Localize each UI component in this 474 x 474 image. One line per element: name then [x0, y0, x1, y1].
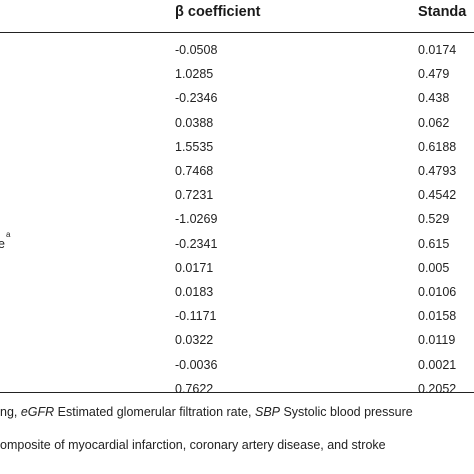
beta-coefficient-cell: 0.0183 — [175, 285, 214, 299]
table-row: 0.7231 0.4542 — [0, 183, 474, 207]
table-row: -0.2346 0.438 — [0, 86, 474, 110]
header-beta-coefficient: β coefficient — [175, 4, 261, 20]
beta-coefficient-cell: 0.7622 — [175, 381, 214, 396]
beta-coefficient-cell: -0.0036 — [175, 357, 218, 372]
standard-error-cell: 0.438 — [418, 91, 450, 106]
beta-coefficient-cell: -0.0508 — [175, 43, 218, 57]
standard-error-cell: 0.062 — [418, 115, 450, 130]
table-row: 1.0285 0.479 — [0, 62, 474, 86]
standard-error-cell: 0.6188 — [418, 139, 457, 154]
table-row: 0.7622 0.2052 — [0, 377, 474, 401]
footnote-abbr-sbp: SBP — [254, 405, 280, 419]
footnote-def-egfr: Estimated glomerular filtration rate, — [54, 405, 255, 419]
beta-coefficient-cell: -0.2341 — [175, 236, 218, 251]
beta-coefficient-cell: -1.0269 — [175, 212, 218, 227]
footnote-def-sbp: Systolic blood pressure — [280, 405, 413, 419]
beta-coefficient-cell: 1.5535 — [175, 139, 214, 154]
table-row: 0.0183 0.0106 — [0, 280, 474, 304]
standard-error-cell: 0.2052 — [418, 381, 457, 396]
table-row: 0.7468 0.4793 — [0, 159, 474, 183]
table-row: -0.0508 0.0174 — [0, 38, 474, 62]
table-row: 0.0388 0.062 — [0, 111, 474, 135]
standard-error-cell: 0.005 — [418, 260, 450, 275]
footnote-abbr-egfr: eGFR — [20, 405, 55, 419]
table-row: 0.0171 0.005 — [0, 256, 474, 280]
row-label-fragment: e — [0, 236, 5, 251]
standard-error-cell: 0.615 — [418, 236, 450, 251]
standard-error-cell: 0.4793 — [418, 164, 457, 178]
table-top-rule — [0, 32, 474, 33]
footnote-abbreviations: ng, eGFR Estimated glomerular filtration… — [0, 405, 413, 420]
standard-error-cell: 0.0158 — [418, 309, 457, 324]
standard-error-cell: 0.0119 — [418, 333, 456, 348]
table-row: 0.0322 0.0119 — [0, 328, 474, 352]
table-row: -0.0036 0.0021 — [0, 353, 474, 377]
beta-coefficient-cell: 0.7231 — [175, 188, 214, 203]
standard-error-cell: 0.479 — [418, 67, 450, 82]
beta-coefficient-cell: -0.2346 — [175, 91, 218, 106]
beta-coefficient-cell: 0.0171 — [175, 260, 214, 275]
standard-error-cell: 0.4542 — [418, 188, 457, 203]
beta-coefficient-cell: 1.0285 — [175, 67, 214, 82]
table-row: e a -0.2341 0.615 — [0, 229, 450, 251]
footnote-prefix: ng, — [0, 405, 21, 419]
standard-error-cell: 0.0021 — [418, 357, 457, 372]
table-row: 1.5535 0.6188 — [0, 135, 474, 159]
standard-error-cell: 0.0106 — [418, 285, 457, 299]
beta-coefficient-cell: 0.0388 — [175, 115, 214, 130]
standard-error-cell: 0.0174 — [418, 43, 457, 57]
beta-coefficient-cell: 0.0322 — [175, 333, 214, 348]
footnote-composite-outcome: omposite of myocardial infarction, coron… — [0, 438, 386, 452]
beta-coefficient-cell: 0.7468 — [175, 164, 214, 178]
beta-coefficient-cell: -0.1171 — [175, 309, 217, 324]
standard-error-cell: 0.529 — [418, 212, 450, 227]
table-bottom-rule — [0, 392, 474, 393]
table-row: -1.0269 0.529 — [0, 207, 474, 231]
table-row: -0.1171 0.0158 — [0, 304, 474, 328]
table-header-row: β coefficient Standa — [0, 0, 474, 32]
header-standard-error: Standa — [418, 4, 467, 20]
